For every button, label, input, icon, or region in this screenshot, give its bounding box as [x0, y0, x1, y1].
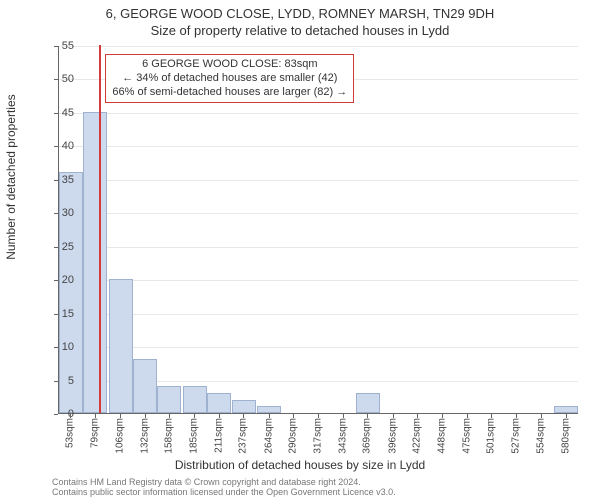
ytick-label: 10 [46, 341, 74, 353]
gridline [59, 247, 578, 248]
xtick-label: 237sqm [238, 418, 249, 454]
gridline [59, 347, 578, 348]
histogram-bar [133, 359, 157, 413]
xtick-label: 527sqm [510, 418, 521, 454]
callout-line-3: 66% of semi-detached houses are larger (… [112, 86, 347, 100]
xtick-label: 343sqm [337, 418, 348, 454]
histogram-bar [232, 400, 256, 413]
footer-attribution: Contains HM Land Registry data © Crown c… [52, 478, 396, 498]
callout-line-2: ← 34% of detached houses are smaller (42… [112, 72, 347, 86]
xtick-label: 396sqm [387, 418, 398, 454]
histogram-bar [207, 393, 231, 413]
footer-line-2: Contains public sector information licen… [52, 488, 396, 498]
histogram-bar [157, 386, 181, 413]
gridline [59, 213, 578, 214]
xtick-label: 132sqm [139, 418, 150, 454]
gridline [59, 314, 578, 315]
ytick-label: 30 [46, 207, 74, 219]
ytick-label: 5 [46, 375, 74, 387]
xtick-label: 211sqm [213, 418, 224, 453]
histogram-bar [83, 112, 107, 413]
xtick-label: 448sqm [436, 418, 447, 454]
chart-title-sub: Size of property relative to detached ho… [0, 21, 600, 38]
gridline [59, 146, 578, 147]
xtick-label: 317sqm [313, 418, 324, 454]
chart-container: 6, GEORGE WOOD CLOSE, LYDD, ROMNEY MARSH… [0, 0, 600, 500]
xtick-label: 554sqm [536, 418, 547, 454]
xtick-label: 369sqm [362, 418, 373, 454]
gridline [59, 46, 578, 47]
xtick-label: 79sqm [89, 418, 100, 448]
property-callout: 6 GEORGE WOOD CLOSE: 83sqm← 34% of detac… [105, 54, 354, 103]
xtick-label: 422sqm [412, 418, 423, 454]
gridline [59, 180, 578, 181]
xtick-label: 580sqm [560, 418, 571, 454]
ytick-label: 15 [46, 308, 74, 320]
ytick-label: 25 [46, 241, 74, 253]
ytick-label: 40 [46, 140, 74, 152]
histogram-bar [109, 279, 133, 413]
callout-line-1: 6 GEORGE WOOD CLOSE: 83sqm [112, 58, 347, 72]
ytick-label: 45 [46, 107, 74, 119]
histogram-bar [183, 386, 207, 413]
xtick-label: 53sqm [65, 418, 76, 448]
histogram-bar [356, 393, 380, 413]
ytick-label: 55 [46, 40, 74, 52]
xtick-label: 158sqm [163, 418, 174, 454]
x-axis-label: Distribution of detached houses by size … [0, 458, 600, 472]
plot-area: 6 GEORGE WOOD CLOSE: 83sqm← 34% of detac… [58, 46, 578, 414]
xtick-label: 290sqm [288, 418, 299, 454]
histogram-bar [554, 406, 578, 413]
xtick-label: 106sqm [115, 418, 126, 454]
ytick-label: 20 [46, 274, 74, 286]
property-marker-line [99, 45, 101, 413]
gridline [59, 113, 578, 114]
histogram-bar [257, 406, 281, 413]
xtick-label: 264sqm [263, 418, 274, 454]
xtick-label: 475sqm [462, 418, 473, 454]
xtick-label: 185sqm [189, 418, 200, 454]
ytick-label: 35 [46, 174, 74, 186]
xtick-label: 501sqm [486, 418, 497, 454]
y-axis-label: Number of detached properties [4, 94, 18, 259]
chart-title-main: 6, GEORGE WOOD CLOSE, LYDD, ROMNEY MARSH… [0, 0, 600, 21]
ytick-label: 50 [46, 73, 74, 85]
gridline [59, 280, 578, 281]
